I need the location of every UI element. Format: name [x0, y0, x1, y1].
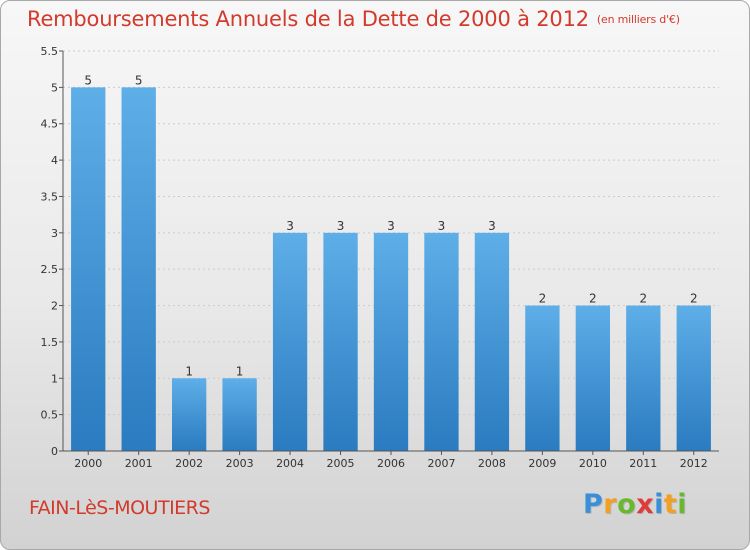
x-tick-label: 2007	[427, 457, 455, 470]
chart-title-text: Remboursements Annuels de la Dette de 20…	[27, 7, 589, 31]
y-tick-label: 2	[51, 300, 58, 313]
proxiti-logo: Proxiti	[583, 489, 687, 520]
x-tick-label: 2002	[175, 457, 203, 470]
logo-letter: i	[654, 489, 664, 520]
bar	[272, 232, 308, 451]
bar	[71, 87, 106, 451]
y-tick-label: 3	[51, 227, 58, 240]
bar-value-label: 3	[488, 219, 496, 233]
y-tick-label: 1	[51, 372, 58, 385]
x-tick-label: 2000	[74, 457, 102, 470]
axes	[59, 50, 719, 455]
chart-title: Remboursements Annuels de la Dette de 20…	[27, 7, 680, 31]
bar-value-label: 2	[539, 292, 547, 306]
bar-value-label: 2	[639, 292, 647, 306]
bar	[323, 232, 358, 451]
y-tick-label: 0	[51, 445, 58, 458]
y-tick-label: 5	[51, 81, 58, 94]
bar-value-label: 3	[337, 219, 345, 233]
bar	[626, 305, 661, 451]
bar	[575, 305, 611, 451]
logo-letter: P	[583, 489, 604, 520]
bars	[71, 87, 711, 451]
x-tick-label: 2003	[226, 457, 254, 470]
bar-value-label: 2	[690, 292, 698, 306]
bar-value-label: 2	[589, 292, 597, 306]
bar	[525, 305, 560, 451]
x-tick-label: 2012	[680, 457, 708, 470]
bar-value-label: 5	[135, 73, 143, 87]
x-tick-label: 2008	[478, 457, 506, 470]
bar-value-label: 1	[236, 364, 244, 378]
y-tick-label: 1.5	[41, 336, 59, 349]
x-tick-label: 2004	[276, 457, 304, 470]
x-tick-label: 2009	[528, 457, 556, 470]
bar	[424, 232, 459, 451]
bar	[171, 378, 207, 451]
x-tick-label: 2006	[377, 457, 405, 470]
logo-letter: i	[677, 489, 688, 520]
bar	[676, 305, 711, 451]
bar	[474, 232, 510, 451]
logo-letter: t	[663, 489, 678, 520]
y-tick-label: 0.5	[41, 409, 59, 422]
x-tick-label: 2010	[579, 457, 607, 470]
y-tick-label: 3.5	[41, 190, 59, 203]
chart-title-unit: (en milliers d'€)	[596, 13, 680, 26]
bar-value-label: 3	[286, 219, 294, 233]
labels: 0 0.5 1 1.5 2 2.5 3 3.5 4 4.5 5 5.5 5 2000 5 2001 1 2002 1…	[41, 45, 708, 470]
bar	[222, 378, 257, 451]
bar-value-label: 3	[438, 219, 446, 233]
x-tick-label: 2011	[629, 457, 657, 470]
y-tick-label: 4	[51, 154, 58, 167]
bar-value-label: 5	[84, 73, 92, 87]
x-tick-label: 2005	[327, 457, 355, 470]
commune-name: FAIN-LèS-MOUTIERS	[29, 497, 210, 519]
x-tick-label: 2001	[125, 457, 153, 470]
y-tick-label: 4.5	[41, 118, 59, 131]
logo-letter: o	[617, 489, 637, 520]
logo-letter: x	[636, 489, 655, 520]
bar	[121, 87, 156, 451]
bar-value-label: 3	[387, 219, 395, 233]
y-tick-label: 2.5	[41, 263, 59, 276]
logo-letter: r	[603, 489, 618, 520]
y-tick-label: 5.5	[41, 45, 59, 58]
bar	[373, 232, 409, 451]
bar-value-label: 1	[185, 364, 193, 378]
